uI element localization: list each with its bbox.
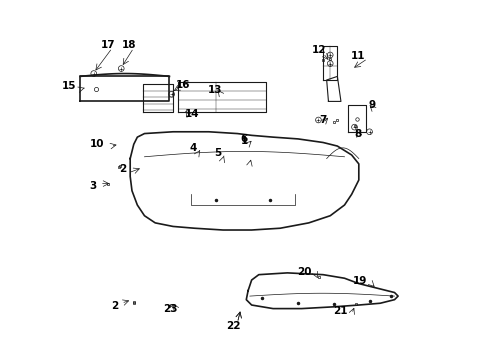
Text: 7: 7 [319,115,326,125]
Text: 15: 15 [62,81,77,91]
Text: 2: 2 [119,164,125,174]
Text: 20: 20 [297,267,311,277]
Text: 11: 11 [350,51,365,61]
Text: 17: 17 [101,40,115,50]
Text: 1: 1 [241,136,247,146]
Text: 3: 3 [89,181,96,191]
Text: 22: 22 [225,321,240,331]
Text: 2: 2 [111,301,119,311]
Text: 12: 12 [312,45,326,55]
Text: 21: 21 [332,306,346,316]
Text: 9: 9 [368,100,375,110]
Text: 18: 18 [122,40,137,50]
Text: 4: 4 [189,143,196,153]
Text: 6: 6 [240,134,247,144]
Text: 14: 14 [184,109,199,119]
Text: 19: 19 [352,276,366,286]
Text: 8: 8 [354,129,361,139]
Text: 13: 13 [207,85,222,95]
Text: 5: 5 [214,148,221,158]
Text: 10: 10 [90,139,104,149]
Text: 16: 16 [176,80,190,90]
Text: 23: 23 [163,304,178,314]
